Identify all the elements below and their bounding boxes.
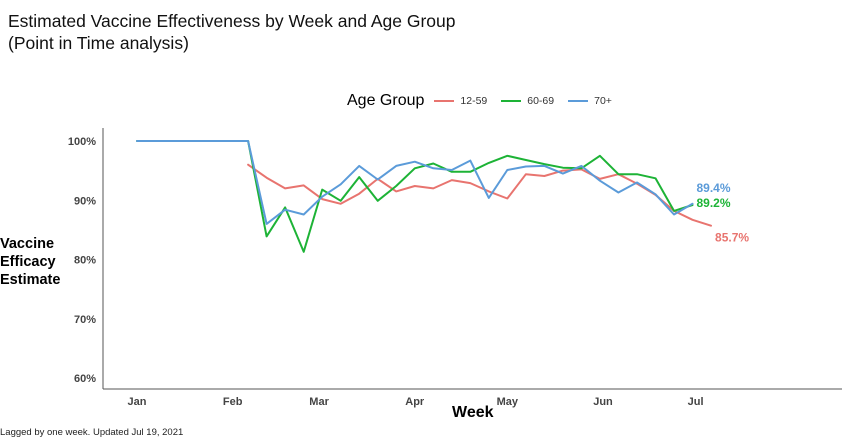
y-axis-label-line1: Vaccine [0,236,55,252]
legend-swatch-12-59 [434,99,455,103]
legend-label-70plus: 70+ [594,95,612,107]
y-tick-label: 90% [74,195,96,207]
legend: Age Group 12-59 60-69 70+ [347,91,626,111]
y-tick-label: 80% [74,255,96,267]
chart-title: Estimated Vaccine Effectiveness by Week … [8,10,455,54]
y-axis-label: Vaccine Efficacy Estimate [0,235,60,289]
y-tick-label: 60% [74,373,96,385]
x-tick-label: Feb [223,396,243,408]
legend-item-60-69: 60-69 [501,95,554,107]
legend-swatch-60-69 [501,99,522,103]
chart-title-line2: (Point in Time analysis) [8,33,189,53]
end-label-70plus: 89.4% [697,181,731,195]
x-tick-label: Jun [593,396,613,408]
x-tick-label: Mar [309,396,329,408]
legend-item-70plus: 70+ [568,95,612,107]
series-line-12-59 [247,163,712,227]
legend-item-12-59: 12-59 [434,95,487,107]
y-tick-label: 70% [74,314,96,326]
chart-title-line1: Estimated Vaccine Effectiveness by Week … [8,11,456,31]
end-label-12-59: 85.7% [715,231,749,245]
x-axis-label: Week [452,404,494,421]
footnote: Lagged by one week. Updated Jul 19, 2021 [0,427,184,438]
legend-swatch-70plus [568,99,589,103]
legend-title: Age Group [347,92,425,109]
y-tick-label: 100% [68,136,96,148]
legend-label-60-69: 60-69 [527,95,555,107]
y-axis-label-line3: Estimate [0,272,61,288]
x-tick-label: Jul [688,396,704,408]
x-tick-label: Apr [405,396,425,408]
series-line-60-69 [136,140,694,253]
x-tick-label: Jan [128,396,147,408]
series-line-70plus [136,140,694,225]
legend-label-12-59: 12-59 [460,95,488,107]
x-tick-label: May [497,396,519,408]
y-axis-label-line2: Efficacy [0,254,56,270]
end-label-60-69: 89.2% [697,196,731,210]
